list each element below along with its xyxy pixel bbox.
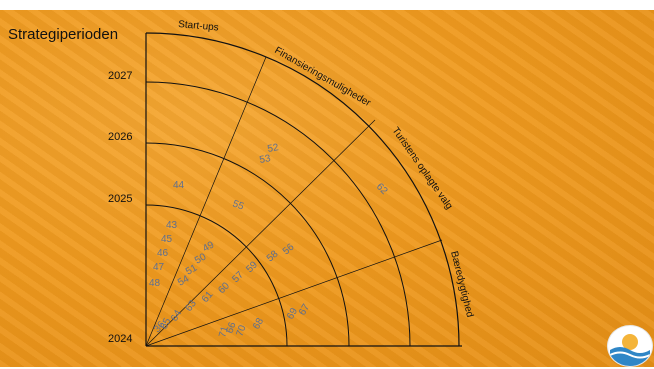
number-58: 58 [265,248,281,264]
number-57: 57 [230,269,246,285]
number-59: 59 [244,259,260,275]
number-69: 69 [285,306,300,322]
number-61: 61 [200,289,216,305]
category-start-ups: Start-ups [178,19,219,33]
number-49: 49 [201,239,217,254]
number-47: 47 [153,262,165,273]
arc-2026 [145,142,350,347]
number-70: 70 [234,323,248,338]
number-48: 48 [149,278,161,289]
year-label-2027: 2027 [108,70,132,82]
arc-2027 [145,81,411,347]
year-label-2024: 2024 [108,333,132,345]
number-63: 63 [183,298,199,314]
number-52: 52 [267,142,280,155]
number-51: 51 [184,262,200,277]
number-53: 53 [259,153,272,166]
diagram-title: Strategiperioden [8,26,118,43]
number-68: 68 [251,316,266,332]
number-55: 55 [231,198,246,212]
divider-1 [145,56,267,347]
number-65: 65 [159,316,174,331]
arc-2025 [145,204,288,347]
category-finansieringsmuligheder: Finansieringsmuligheder [273,45,373,109]
year-label-2025: 2025 [108,193,132,205]
number-43: 43 [166,220,178,231]
divider-3 [145,239,443,347]
number-60: 60 [216,280,232,296]
year-label-2026: 2026 [108,131,132,143]
arc-outer [145,32,460,347]
number-64: 64 [169,308,184,324]
number-62: 62 [374,181,390,197]
number-50: 50 [193,251,209,266]
number-markers: 36 52 53 44 55 62 43 45 46 47 48 49 50 5… [149,142,390,339]
number-56: 56 [281,241,297,257]
number-45: 45 [161,234,173,245]
number-67: 67 [297,302,312,318]
orange-background [0,10,654,367]
number-54: 54 [176,273,192,288]
category-baeredygtighed: Bæredygtighed [448,250,475,318]
number-44: 44 [173,180,185,191]
wave-logo-icon [607,325,653,367]
number-66: 66 [224,320,238,335]
number-46: 46 [157,248,169,259]
number-71: 71 [217,325,231,339]
divider-2 [145,119,376,347]
